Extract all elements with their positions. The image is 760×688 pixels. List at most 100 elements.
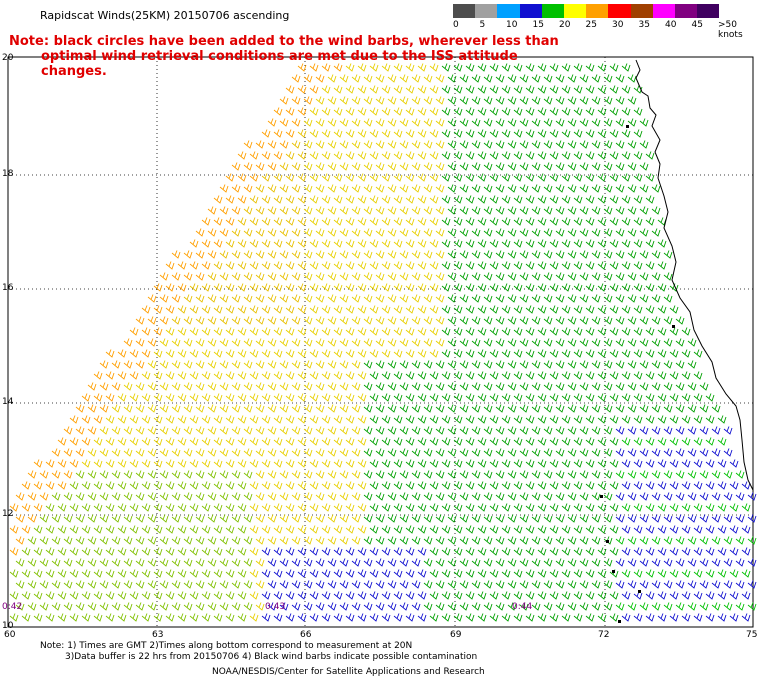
wind-barb <box>123 580 133 589</box>
wind-barb <box>51 470 61 479</box>
wind-barb <box>165 349 175 358</box>
wind-barb <box>525 569 535 578</box>
wind-barb <box>717 547 727 556</box>
wind-barb <box>45 459 55 468</box>
wind-barb <box>345 525 355 534</box>
wind-barb <box>441 261 451 270</box>
wind-barb <box>453 591 463 600</box>
wind-barb <box>549 173 559 182</box>
wind-barb <box>459 492 469 501</box>
wind-barb <box>513 415 523 424</box>
wind-barb <box>207 448 217 457</box>
wind-barb <box>411 470 421 479</box>
wind-barb <box>303 338 313 347</box>
wind-barb <box>603 228 613 237</box>
wind-barb <box>489 547 499 556</box>
wind-barb <box>213 261 223 270</box>
wind-barb <box>525 63 535 72</box>
wind-barb <box>627 492 637 501</box>
wind-barb <box>549 129 559 138</box>
wind-barb <box>243 272 253 281</box>
wind-barb <box>537 613 547 622</box>
wind-barb <box>447 602 457 611</box>
wind-barb <box>159 404 169 413</box>
wind-barb <box>93 459 103 468</box>
wind-barb <box>159 360 169 369</box>
wind-barb <box>393 459 403 468</box>
wind-barb <box>687 360 697 369</box>
wind-barb <box>453 151 463 160</box>
wind-barb <box>651 360 661 369</box>
wind-barb <box>615 602 625 611</box>
wind-barb <box>315 448 325 457</box>
wind-barb <box>111 426 121 435</box>
wind-barb <box>147 558 157 567</box>
wind-barb <box>141 459 151 468</box>
wind-barb <box>171 338 181 347</box>
wind-barb <box>93 591 103 600</box>
wind-barb <box>45 591 55 600</box>
wind-barb <box>363 162 373 171</box>
wind-barb <box>453 305 463 314</box>
wind-barb <box>579 206 589 215</box>
wind-barb <box>285 349 295 358</box>
wind-barb <box>231 580 241 589</box>
wind-barb <box>507 184 517 193</box>
wind-barb <box>681 569 691 578</box>
wind-barb <box>39 470 49 479</box>
wind-barb <box>135 360 145 369</box>
wind-barb <box>741 525 751 534</box>
wind-barb <box>141 327 151 336</box>
wind-barb <box>105 613 115 622</box>
wind-barb <box>279 316 289 325</box>
wind-barb <box>723 602 733 611</box>
wind-barb <box>585 481 595 490</box>
wind-barb <box>693 393 703 402</box>
wind-barb <box>495 74 505 83</box>
wind-barb <box>471 602 481 611</box>
wind-barb <box>495 580 505 589</box>
wind-barb <box>549 371 559 380</box>
wind-barb <box>555 602 565 611</box>
note-line-2: optimal wind retrieval conditions are me… <box>41 49 518 79</box>
wind-barb <box>345 261 355 270</box>
wind-barb <box>573 459 583 468</box>
colorbar-label: 40 <box>665 20 677 30</box>
wind-barb <box>579 162 589 171</box>
wind-barb <box>21 569 31 578</box>
wind-barb <box>363 404 373 413</box>
wind-barb <box>141 393 151 402</box>
wind-barb <box>183 602 193 611</box>
wind-barb <box>645 415 655 424</box>
wind-barb <box>621 327 631 336</box>
wind-barb <box>231 184 241 193</box>
wind-barb <box>249 239 259 248</box>
wind-barb <box>747 514 757 523</box>
wind-barb <box>549 591 559 600</box>
wind-barb <box>651 492 661 501</box>
wind-barb <box>93 371 103 380</box>
wind-barb <box>423 184 433 193</box>
wind-barb <box>129 613 139 622</box>
wind-barb <box>723 426 733 435</box>
wind-barb <box>231 492 241 501</box>
wind-barb <box>477 151 487 160</box>
wind-barb <box>705 437 715 446</box>
wind-barb <box>591 514 601 523</box>
wind-barb <box>117 613 127 622</box>
swath-time-3: 0:44 <box>512 602 533 612</box>
wind-barb <box>399 118 409 127</box>
wind-barb <box>279 272 289 281</box>
wind-barb <box>201 481 211 490</box>
wind-barb <box>345 393 355 402</box>
wind-barb <box>75 492 85 501</box>
wind-barb <box>543 470 553 479</box>
wind-barb <box>681 415 691 424</box>
wind-barb <box>171 558 181 567</box>
wind-barb <box>489 613 499 622</box>
wind-barb <box>363 140 373 149</box>
wind-barb <box>243 294 253 303</box>
wind-barb <box>507 536 517 545</box>
wind-barb <box>21 503 31 512</box>
wind-barb <box>639 558 649 567</box>
